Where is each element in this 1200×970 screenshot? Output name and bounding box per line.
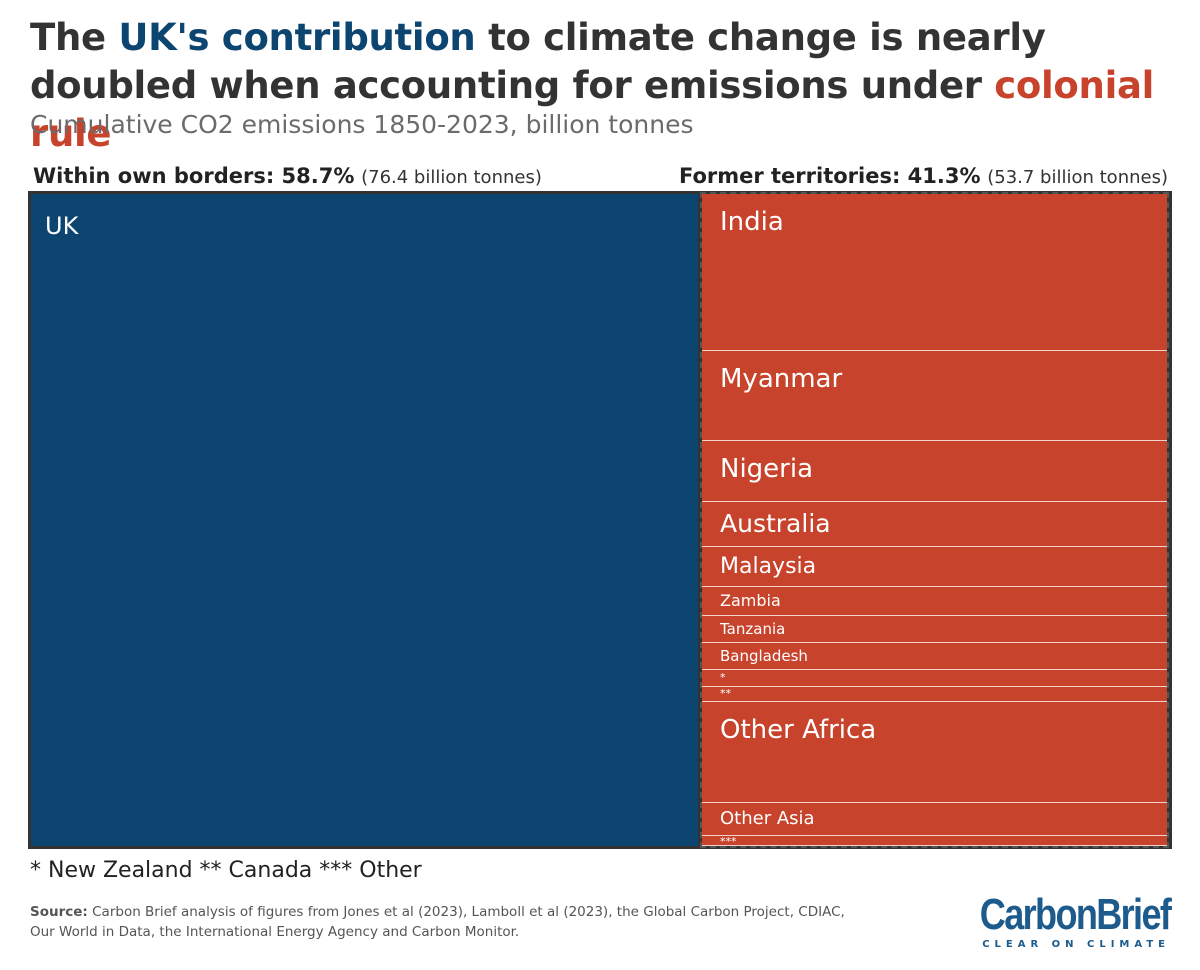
- treemap-cell-label: Myanmar: [720, 364, 843, 394]
- treemap-cell-label: Other Africa: [720, 715, 877, 745]
- treemap: UK India Myanmar Nigeria Australia Malaysia Z…: [28, 191, 1172, 849]
- within-borders-share: Within own borders: 58.7%: [33, 164, 355, 188]
- treemap-cell-label: Nigeria: [720, 454, 814, 484]
- treemap-cell-label: Zambia: [720, 591, 781, 610]
- title-part-1: The: [30, 16, 119, 59]
- source-note: Source: Carbon Brief analysis of figures…: [30, 902, 850, 942]
- treemap-cell: Other Asia: [702, 803, 1167, 836]
- treemap-cell: Other Africa: [702, 702, 1167, 803]
- treemap-former-territories: India Myanmar Nigeria Australia Malaysia Zamb…: [700, 192, 1169, 848]
- treemap-cell: **: [702, 687, 1167, 702]
- treemap-cell: Australia: [702, 502, 1167, 547]
- logo-tagline: CLEAR ON CLIMATE: [982, 939, 1170, 950]
- treemap-cell-label: ***: [720, 835, 737, 848]
- title-uk-highlight: UK's contribution: [118, 16, 476, 59]
- treemap-cell: India: [702, 194, 1167, 351]
- treemap-cell-uk: UK: [31, 194, 698, 846]
- treemap-cell-label: **: [720, 687, 731, 700]
- treemap-cell: ***: [702, 835, 1167, 848]
- treemap-cell-label: Tanzania: [720, 620, 786, 638]
- treemap-cell: *: [702, 670, 1167, 687]
- title-colonial-highlight: colonial rule: [30, 64, 1155, 155]
- footnote: * New Zealand ** Canada *** Other: [30, 858, 422, 883]
- treemap-cell: Tanzania: [702, 616, 1167, 643]
- treemap-cell-label: Other Asia: [720, 808, 815, 829]
- former-territories-total: (53.7 billion tonnes): [987, 167, 1168, 188]
- chart-title: The UK's contribution to climate change …: [30, 14, 1170, 158]
- treemap-cell: Myanmar: [702, 351, 1167, 441]
- treemap-label-uk: UK: [45, 212, 79, 240]
- source-text: Carbon Brief analysis of figures from Jo…: [30, 904, 845, 940]
- former-territories-share: Former territories: 41.3%: [678, 164, 981, 188]
- within-borders-total: (76.4 billion tonnes): [361, 167, 542, 188]
- title-part-2: to climate change is nearly doubled when…: [30, 16, 1046, 107]
- logo-wordmark: CarbonBrief: [979, 890, 1172, 939]
- former-territories-label: Former territories: 41.3% (53.7 billion …: [679, 164, 1168, 188]
- chart-subtitle: Cumulative CO2 emissions 1850-2023, bill…: [30, 110, 694, 139]
- treemap-cell: Bangladesh: [702, 643, 1167, 670]
- source-prefix: Source:: [30, 904, 88, 920]
- treemap-cell: Malaysia: [702, 547, 1167, 587]
- treemap-cell: Zambia: [702, 587, 1167, 616]
- treemap-cell-label: *: [720, 671, 726, 684]
- carbon-brief-logo: CarbonBrief CLEAR ON CLIMATE: [938, 890, 1172, 951]
- treemap-cell: Nigeria: [702, 441, 1167, 502]
- treemap-cell-label: Malaysia: [720, 554, 817, 579]
- within-borders-label: Within own borders: 58.7% (76.4 billion …: [33, 164, 542, 188]
- treemap-cell-label: Bangladesh: [720, 647, 808, 665]
- treemap-cell-label: India: [720, 207, 784, 237]
- treemap-cell-label: Australia: [720, 509, 831, 538]
